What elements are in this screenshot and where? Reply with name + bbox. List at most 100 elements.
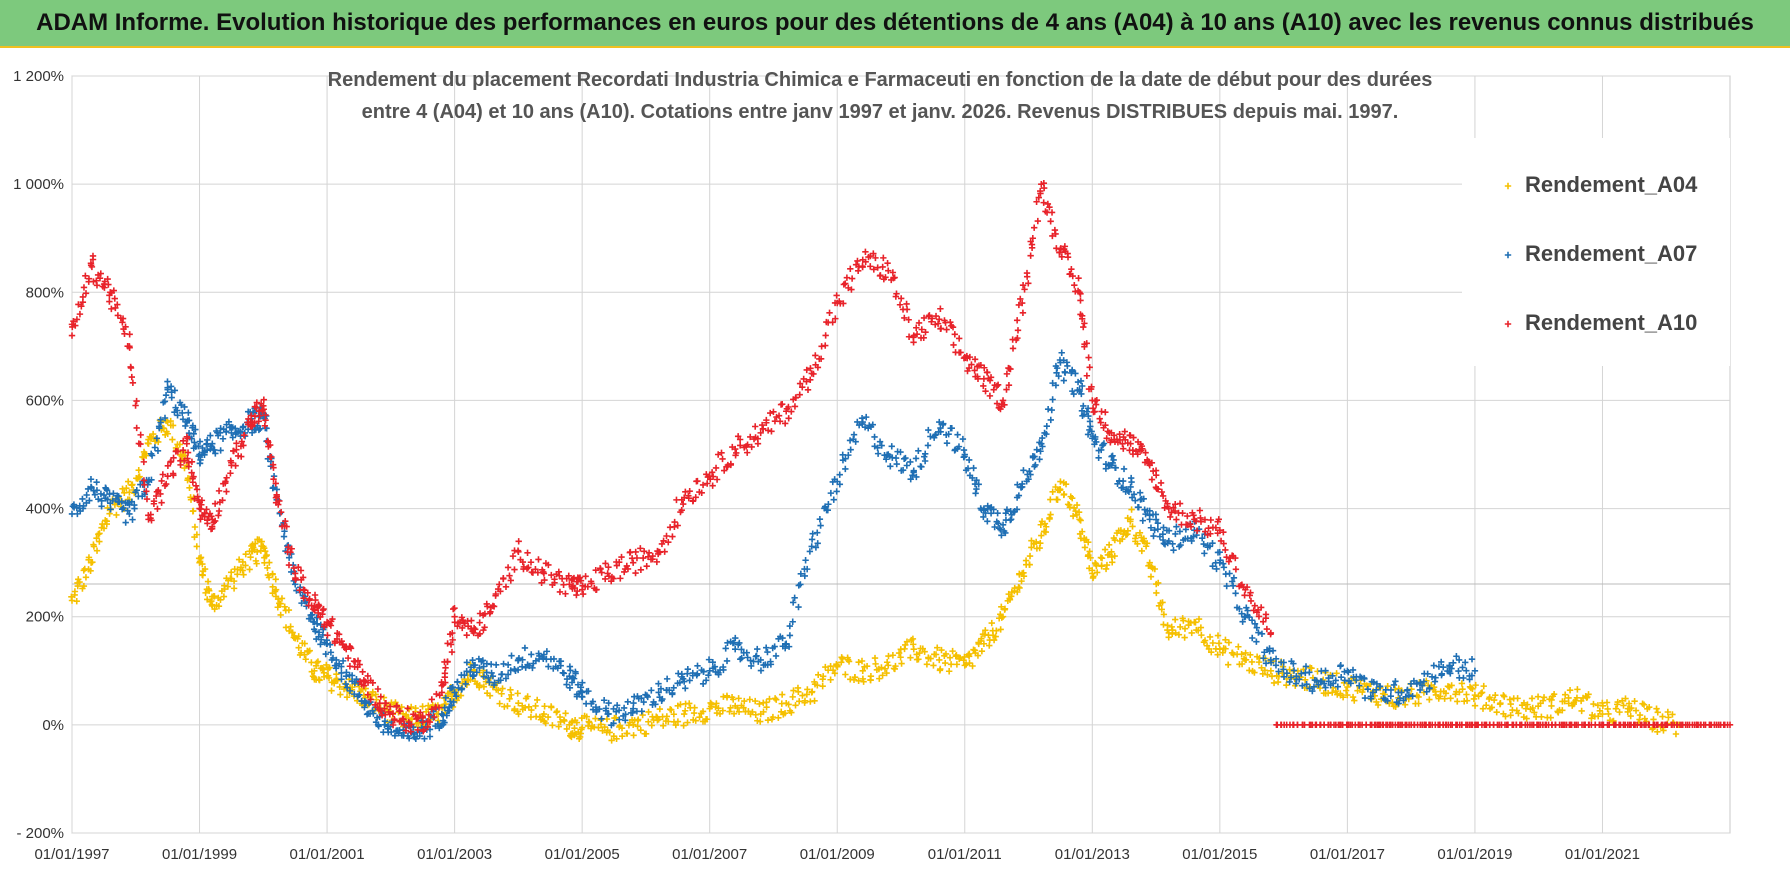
data-point <box>1342 687 1350 694</box>
data-point <box>773 696 780 703</box>
data-point <box>660 722 667 729</box>
x-tick-label: 01/01/2017 <box>1310 846 1385 863</box>
data-point <box>536 652 543 660</box>
data-point <box>285 606 293 614</box>
data-point <box>969 662 976 670</box>
data-point <box>1130 434 1137 441</box>
data-point <box>635 716 642 723</box>
data-point <box>128 498 136 505</box>
data-point <box>905 316 912 323</box>
data-point <box>1021 286 1028 293</box>
data-point <box>1038 180 1045 188</box>
data-point <box>854 257 861 265</box>
data-point <box>814 682 821 689</box>
data-point <box>1470 695 1478 703</box>
data-point <box>649 555 656 563</box>
data-point <box>221 582 228 589</box>
data-point <box>1139 517 1146 524</box>
data-point <box>184 455 191 462</box>
data-point <box>419 703 426 710</box>
data-point <box>1232 590 1239 597</box>
data-point <box>463 631 470 639</box>
data-point <box>515 548 522 556</box>
data-point <box>182 422 189 430</box>
data-point <box>1098 554 1106 562</box>
data-point <box>936 418 943 426</box>
data-point <box>215 487 223 495</box>
data-point <box>164 386 171 393</box>
data-point <box>240 442 247 449</box>
data-point <box>1507 700 1514 708</box>
data-point <box>1072 507 1079 515</box>
data-point <box>1036 456 1043 463</box>
data-point <box>949 323 957 331</box>
data-point <box>562 590 569 597</box>
data-point <box>566 581 573 588</box>
data-point <box>1407 721 1415 729</box>
data-point <box>1170 504 1177 511</box>
data-point <box>251 419 258 427</box>
data-point <box>176 441 184 448</box>
data-point <box>515 700 522 707</box>
data-point <box>140 477 148 484</box>
data-point <box>229 447 237 455</box>
data-point <box>923 661 931 668</box>
data-point <box>535 556 542 563</box>
data-point <box>757 429 764 437</box>
data-point <box>192 426 199 433</box>
data-point <box>1622 695 1629 702</box>
data-point <box>1016 584 1023 592</box>
data-point <box>998 532 1005 539</box>
data-point <box>1201 528 1209 535</box>
data-point <box>584 583 592 590</box>
data-point <box>1403 687 1411 694</box>
data-point <box>947 661 955 668</box>
data-point <box>118 506 126 513</box>
data-point <box>1257 604 1265 611</box>
data-point <box>190 473 197 480</box>
data-point <box>161 398 169 405</box>
data-point <box>540 710 548 718</box>
data-point <box>685 492 692 500</box>
data-point <box>1229 582 1237 589</box>
data-point <box>842 465 849 473</box>
data-point <box>1034 217 1042 225</box>
data-point <box>945 668 953 675</box>
data-point <box>1165 629 1173 637</box>
data-point <box>238 438 246 445</box>
data-point <box>87 559 95 566</box>
data-point <box>1360 674 1368 682</box>
data-point <box>801 572 808 580</box>
data-point <box>242 562 249 569</box>
data-point <box>191 439 198 446</box>
data-point <box>1136 489 1144 496</box>
data-point <box>185 463 192 470</box>
data-point <box>1222 546 1229 554</box>
data-point <box>1523 715 1530 722</box>
data-point <box>847 446 854 453</box>
data-point <box>1172 530 1179 538</box>
data-point <box>819 682 826 690</box>
data-point <box>569 575 577 583</box>
data-point <box>1565 694 1572 702</box>
data-point <box>730 710 738 717</box>
data-point <box>961 353 968 361</box>
data-point <box>85 275 93 282</box>
data-point <box>1220 564 1228 571</box>
data-point <box>1023 273 1031 280</box>
data-point <box>1058 349 1065 356</box>
data-point <box>1127 474 1135 482</box>
data-point <box>344 654 352 662</box>
data-point <box>400 732 407 739</box>
data-point <box>663 675 671 683</box>
data-point <box>726 708 733 715</box>
data-point <box>158 499 165 506</box>
data-point <box>1191 618 1198 626</box>
data-point <box>1726 721 1734 729</box>
y-tick-label: 1 000% <box>13 176 64 193</box>
data-point <box>1110 456 1117 464</box>
data-point <box>467 676 474 683</box>
data-point <box>589 698 597 705</box>
data-point <box>219 435 227 442</box>
data-point <box>1216 527 1224 534</box>
